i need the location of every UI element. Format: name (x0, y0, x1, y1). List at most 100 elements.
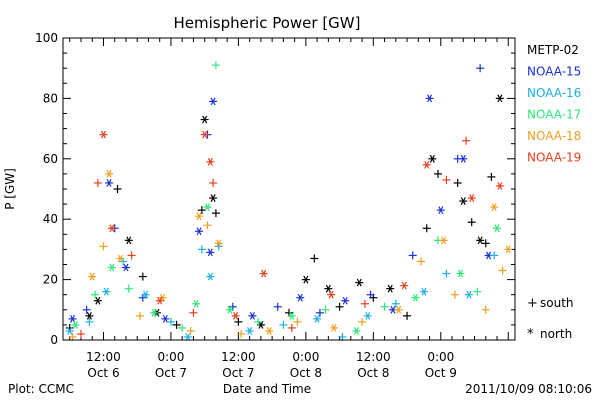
point-noaa-18-north (329, 324, 338, 332)
point-noaa-18-north (214, 239, 223, 248)
legend-entry: NOAA-17 (527, 108, 581, 122)
point-noaa-19-north (327, 290, 336, 299)
point-noaa-18-north (195, 212, 204, 221)
legend-marker-north: * north (527, 327, 572, 342)
point-metp-02-south (467, 218, 476, 227)
point-noaa-18-north (88, 272, 97, 281)
x-tick-label-date: Oct 6 (87, 366, 119, 380)
y-tick-label: 60 (43, 152, 58, 166)
point-noaa-16-south (279, 320, 288, 329)
point-noaa-16-south (490, 251, 499, 260)
point-noaa-17-north (493, 224, 502, 233)
legend-entry: NOAA-19 (527, 151, 581, 165)
point-noaa-17-north (203, 203, 212, 212)
point-noaa-15-south (315, 308, 324, 317)
point-noaa-19-north (467, 194, 476, 202)
point-noaa-17-south (473, 287, 482, 296)
point-noaa-17-north (192, 299, 201, 308)
point-noaa-19-north (259, 269, 268, 278)
legend-marker-label: south (540, 296, 574, 310)
point-noaa-19-south (76, 329, 85, 338)
x-tick-label-date: Oct 9 (425, 366, 457, 380)
point-metp-02-south (335, 302, 344, 311)
point-noaa-16-north (102, 287, 111, 296)
x-tick-label-time: 0:00 (427, 350, 454, 364)
point-noaa-16-north (313, 314, 322, 323)
point-noaa-18-south (481, 305, 490, 314)
point-noaa-19-north (99, 130, 108, 139)
x-tick-label-date: Oct 7 (155, 366, 187, 380)
point-noaa-16-north (363, 311, 372, 320)
y-axis-label: P [GW] (3, 168, 17, 210)
point-noaa-19-north (495, 182, 504, 190)
point-noaa-18-south (293, 317, 302, 326)
point-noaa-16-north (206, 272, 215, 281)
point-noaa-18-north (439, 236, 448, 245)
x-tick-label-date: Oct 8 (357, 366, 389, 380)
point-metp-02-south (487, 172, 496, 181)
point-noaa-15-north (459, 154, 468, 163)
x-tick-label-time: 12:00 (356, 350, 391, 364)
point-metp-02-north (476, 236, 485, 245)
point-metp-02-south (172, 320, 181, 329)
point-noaa-17-south (380, 302, 389, 311)
point-noaa-15-south (476, 64, 485, 73)
point-noaa-16-south (391, 299, 400, 308)
point-metp-02-north (355, 278, 364, 287)
point-noaa-17-north (352, 327, 361, 335)
point-noaa-18-north (394, 305, 403, 314)
point-metp-02-south (197, 206, 206, 215)
point-noaa-17-south (321, 305, 330, 314)
point-noaa-15-north (341, 296, 350, 305)
point-metp-02-south (422, 224, 431, 233)
point-noaa-19-south (360, 299, 369, 308)
point-noaa-15-south (273, 302, 282, 311)
point-metp-02-north (459, 197, 468, 205)
point-noaa-18-north (158, 293, 167, 302)
point-noaa-15-north (296, 293, 305, 302)
x-axis-label: Date and Time (223, 382, 311, 396)
plot-frame (62, 37, 516, 341)
point-noaa-15-north (209, 97, 218, 106)
point-noaa-18-south (498, 266, 507, 275)
legend-marker-symbol: * (527, 327, 534, 342)
point-noaa-16-south (442, 269, 451, 278)
point-noaa-18-south (203, 221, 212, 230)
point-metp-02-south (113, 185, 122, 193)
point-noaa-16-south (197, 245, 206, 254)
point-noaa-18-south (136, 311, 145, 320)
point-metp-02-south (310, 254, 319, 263)
data-points (65, 61, 513, 341)
point-noaa-16-north (419, 287, 428, 296)
point-noaa-18-north (504, 245, 513, 254)
point-noaa-18-north (265, 327, 274, 335)
point-metp-02-south (481, 239, 490, 248)
point-noaa-19-south (442, 175, 451, 184)
point-noaa-17-south (211, 61, 220, 70)
legend-entry: NOAA-18 (527, 129, 581, 143)
point-noaa-15-north (68, 314, 77, 323)
point-noaa-17-south (178, 323, 187, 332)
point-noaa-17-north (150, 308, 159, 317)
legend-entry: NOAA-16 (527, 86, 581, 100)
point-metp-02-north (386, 284, 395, 293)
point-noaa-16-north (183, 333, 192, 341)
point-noaa-15-north (121, 263, 130, 272)
x-tick-label-date: Oct 7 (222, 366, 254, 380)
point-noaa-19-south (189, 308, 198, 317)
legend-marker-symbol: + (527, 296, 538, 311)
chart-title: Hemispheric Power [GW] (174, 14, 361, 32)
point-noaa-17-south (124, 284, 133, 293)
axis-ticks: 0 20 40 60 80 100 12:00 Oct 6 0:00 Oct 7 12:00 Oct … (35, 31, 515, 380)
x-tick-label-time: 0:00 (157, 350, 184, 364)
point-noaa-15-north (206, 248, 215, 257)
y-tick-label: 40 (43, 212, 58, 226)
point-metp-02-north (301, 275, 310, 284)
point-noaa-17-north (456, 269, 465, 278)
point-metp-02-south (453, 178, 462, 187)
point-noaa-15-north (161, 314, 170, 323)
point-noaa-16-north (141, 290, 150, 299)
footer-plot-credit: Plot: CCMC (8, 382, 74, 396)
point-noaa-19-south (287, 323, 296, 332)
